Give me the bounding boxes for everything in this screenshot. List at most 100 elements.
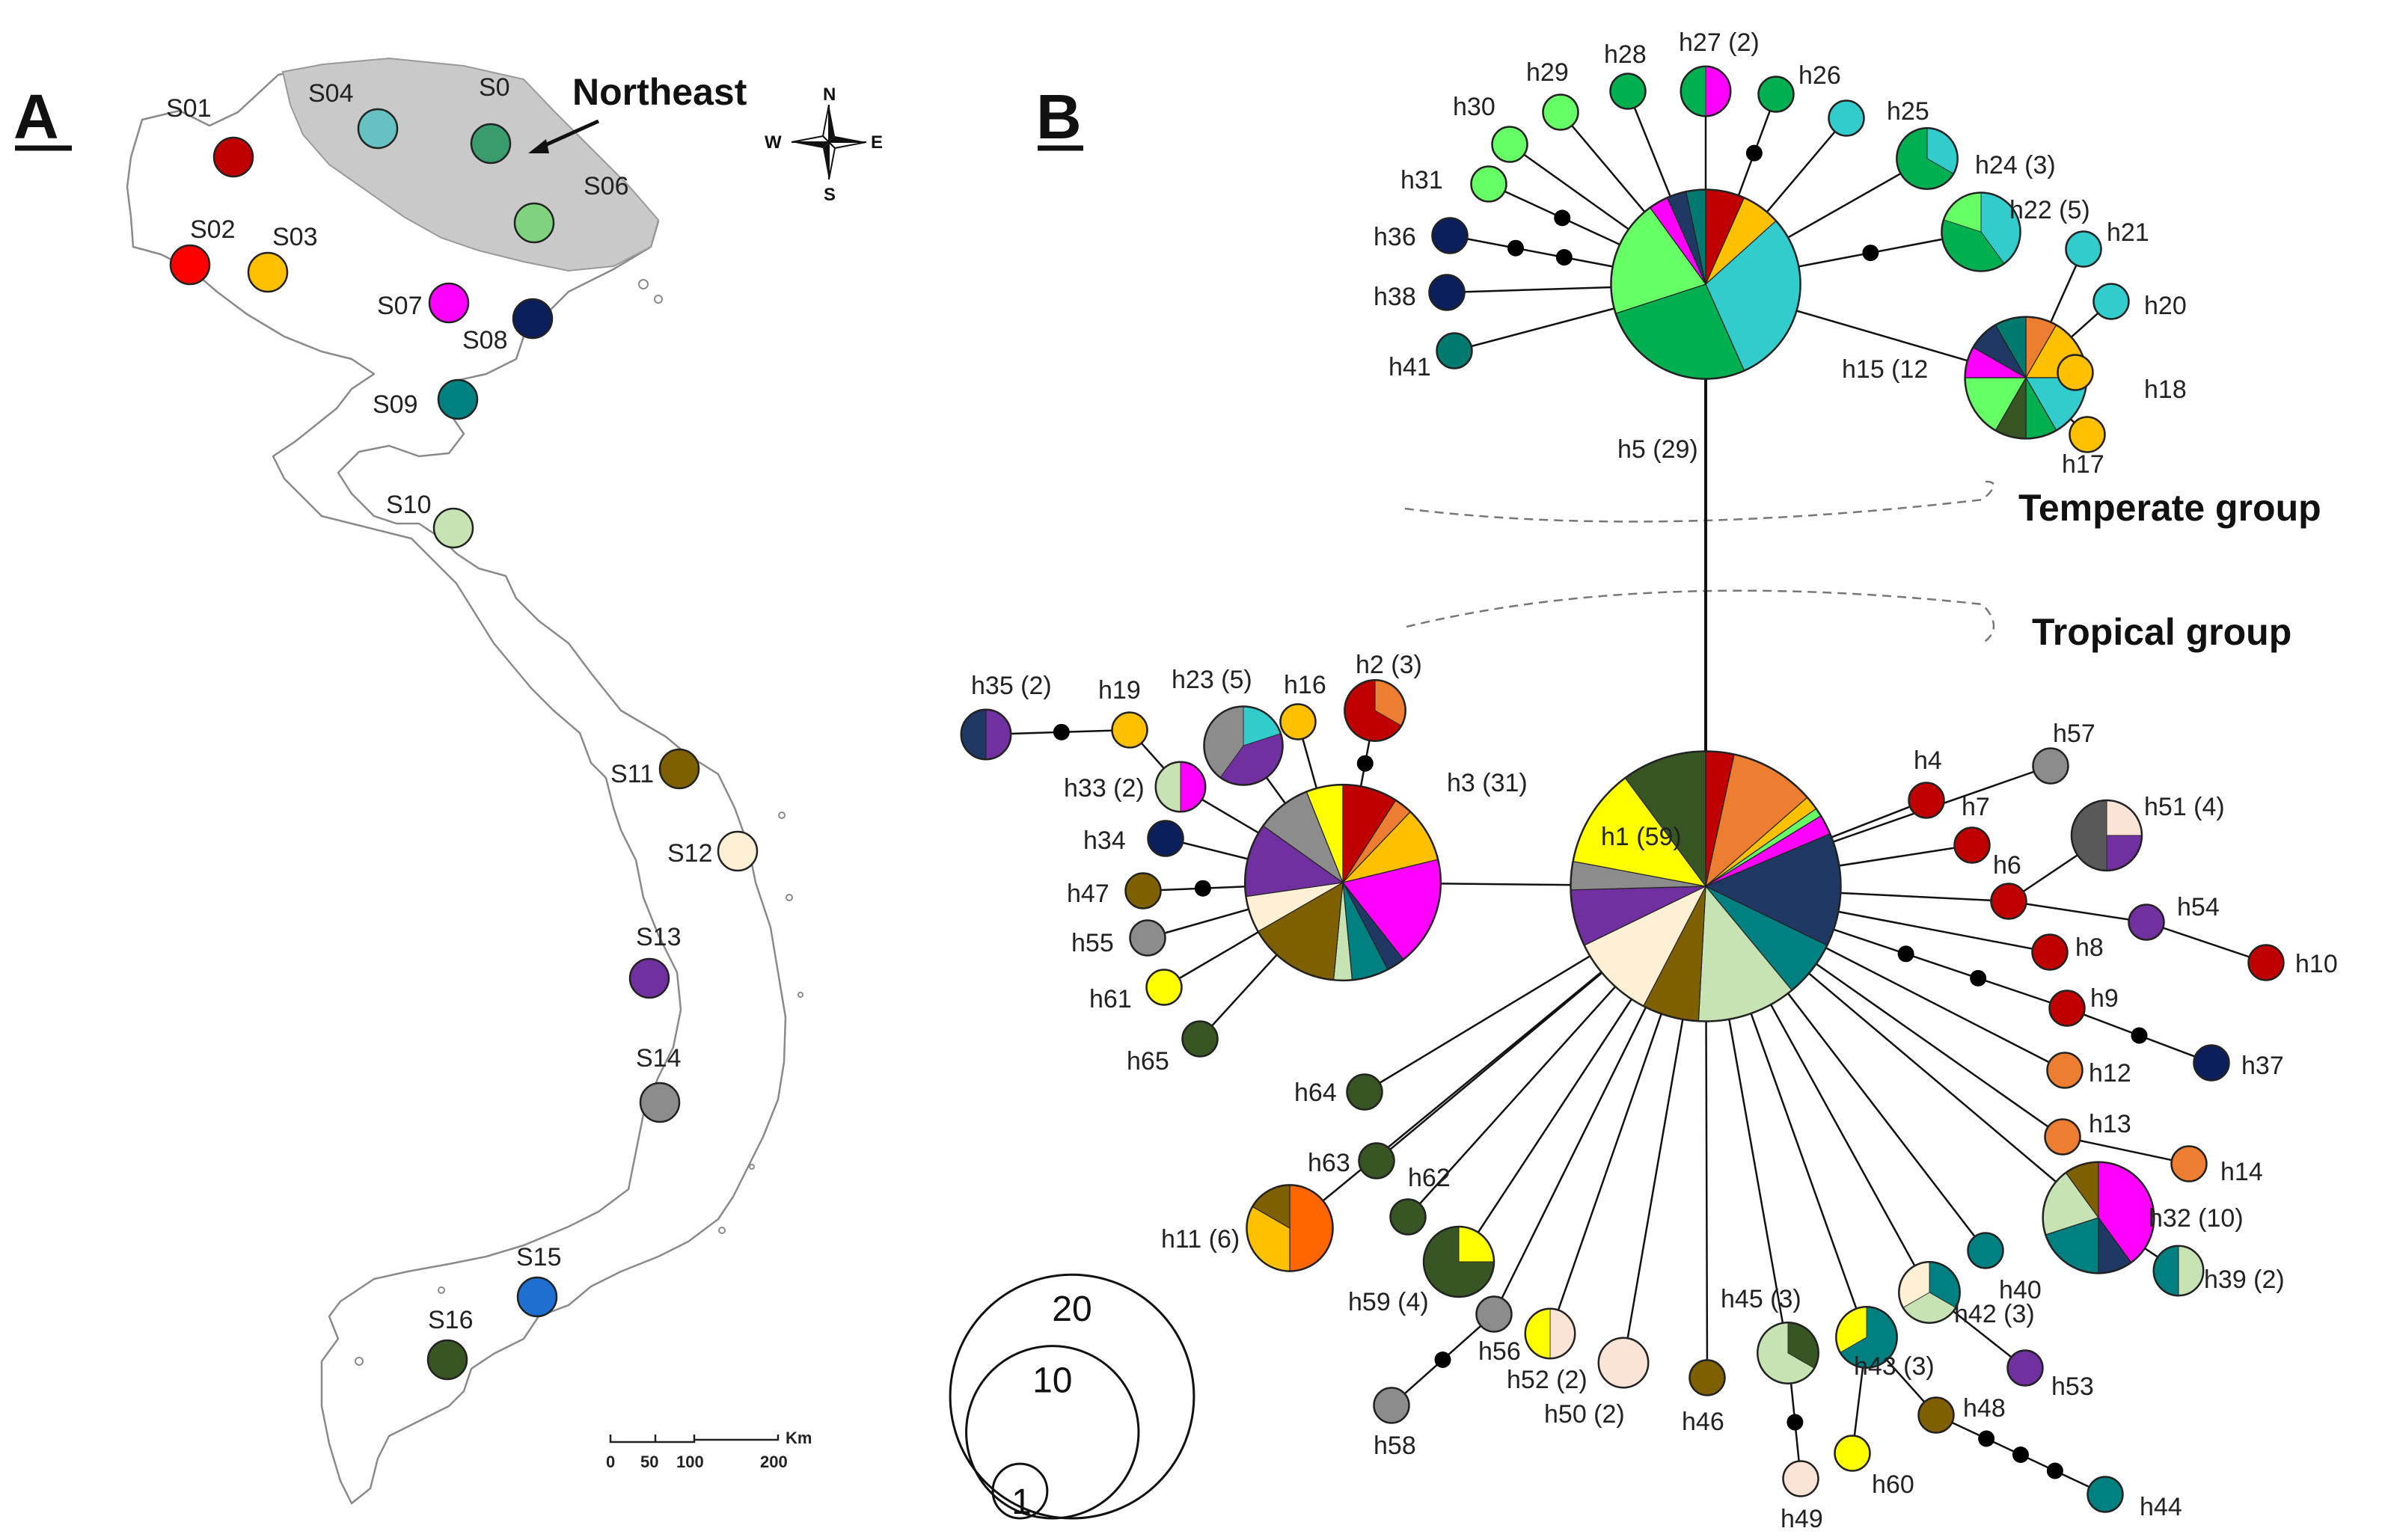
- label-h21: h21: [2107, 218, 2149, 247]
- label-h59: h59 (4): [1348, 1288, 1429, 1316]
- haplotype-h55: [1129, 919, 1166, 957]
- node-outline: [2193, 1044, 2230, 1082]
- node-outline: [1124, 872, 1162, 909]
- label-h64: h64: [1294, 1079, 1337, 1107]
- haplotype-h23: [1203, 705, 1284, 786]
- label-h3: h3 (31): [1447, 769, 1528, 797]
- legend-value-10: 10: [1032, 1361, 1072, 1401]
- slice: [1125, 873, 1161, 909]
- haplotype-h1: [1570, 750, 1842, 1022]
- slice: [1954, 827, 1990, 863]
- legend-value-1: 1: [1011, 1482, 1032, 1522]
- haplotype-h12: [2046, 1052, 2084, 1089]
- site-S03-dot: [247, 251, 289, 293]
- label-h63: h63: [1308, 1149, 1350, 1177]
- median-vector-dot: [1745, 144, 1763, 162]
- label-h54: h54: [2177, 893, 2220, 921]
- haplotype-h28: [1609, 73, 1647, 110]
- node-outline: [1389, 1198, 1427, 1236]
- scale-unit: Km: [786, 1429, 812, 1447]
- site-marker: S15: [516, 1243, 562, 1318]
- node-outline: [1898, 1261, 1961, 1324]
- site-label: S06: [584, 172, 629, 200]
- slice: [2171, 1146, 2207, 1182]
- node-outline: [1344, 679, 1406, 742]
- haplotype-h52: [1524, 1307, 1576, 1360]
- site-S14-dot: [639, 1082, 681, 1123]
- node-outline: [1570, 750, 1842, 1022]
- site-label: S11: [610, 760, 654, 788]
- site-S01-dot: [212, 136, 254, 178]
- site-S11-dot: [658, 748, 700, 790]
- median-vector-dot: [2046, 1462, 2063, 1479]
- slice: [1130, 920, 1166, 956]
- label-h20: h20: [2144, 292, 2187, 320]
- median-vector-dot: [1897, 945, 1914, 963]
- node-outline: [2092, 283, 2130, 320]
- label-h65: h65: [1127, 1047, 1169, 1076]
- site-marker: S09: [373, 378, 479, 420]
- label-h35: h35 (2): [971, 672, 1052, 700]
- site-S09-dot: [437, 378, 479, 420]
- median-vector-dot: [1555, 249, 1573, 266]
- site-S02-dot: [169, 244, 211, 286]
- island: [786, 894, 793, 901]
- scale-tick-0: 0: [606, 1452, 615, 1471]
- slice: [2007, 1350, 2043, 1386]
- node-outline: [1203, 705, 1284, 786]
- label-h42: h42 (3): [1954, 1300, 2035, 1328]
- site-label: S16: [428, 1306, 474, 1334]
- label-h44: h44: [2140, 1493, 2182, 1521]
- slice: [1432, 218, 1468, 254]
- haplotype-h13: [2044, 1118, 2081, 1156]
- node-outline: [1147, 820, 1184, 857]
- node-outline: [2032, 747, 2069, 785]
- slice: [2033, 748, 2069, 784]
- site-marker: S07: [377, 282, 470, 324]
- node-outline: [2152, 1245, 2205, 1297]
- haplotype-h35: [960, 708, 1012, 761]
- haplotype-h31: [1470, 165, 1507, 203]
- site-label: S03: [272, 223, 318, 251]
- label-h24: h24 (3): [1975, 151, 2056, 180]
- slice: [1471, 166, 1507, 202]
- haplotype-h20: [2092, 283, 2130, 320]
- label-h23: h23 (5): [1172, 666, 1252, 694]
- haplotype-h56: [1475, 1295, 1513, 1333]
- label-h7: h7: [1962, 793, 1990, 821]
- slice: [2045, 1119, 2081, 1155]
- node-outline: [1279, 703, 1317, 740]
- node-outline: [2128, 904, 2165, 941]
- label-h47: h47: [1067, 880, 1109, 908]
- slice: [1180, 761, 1206, 812]
- site-S07-dot: [428, 282, 470, 324]
- label-h50: h50 (2): [1544, 1400, 1625, 1429]
- site-label: S08: [462, 326, 508, 355]
- node-outline: [1181, 1020, 1219, 1058]
- haplotype-h60: [1834, 1435, 1871, 1472]
- slice: [2047, 1052, 2083, 1088]
- label-h13: h13: [2089, 1110, 2131, 1138]
- node-outline: [1967, 1232, 2004, 1269]
- slice: [1689, 1360, 1725, 1396]
- label-h43: h43 (3): [1854, 1352, 1935, 1381]
- node-outline: [1154, 761, 1207, 813]
- site-S15-dot: [516, 1276, 558, 1318]
- haplotype-h48: [1917, 1396, 1955, 1434]
- island: [355, 1357, 364, 1366]
- haplotype-h43: [1835, 1306, 1898, 1369]
- slice: [1918, 1397, 1954, 1433]
- slice: [1359, 1143, 1394, 1179]
- panel-b-network: B Temperate group Tropical group h1 (59)…: [949, 28, 2338, 1533]
- haplotype-h61: [1145, 969, 1183, 1006]
- node-outline: [1834, 1435, 1871, 1472]
- legend-circle-10: [965, 1345, 1140, 1520]
- legend-circle-20: [949, 1273, 1195, 1520]
- compass-n: N: [823, 85, 836, 105]
- slice: [2248, 945, 2284, 981]
- haplotype-h19: [1111, 711, 1148, 749]
- slice: [1436, 333, 1472, 369]
- slice: [1429, 274, 1465, 310]
- site-label: S01: [166, 94, 212, 123]
- island: [718, 1227, 726, 1234]
